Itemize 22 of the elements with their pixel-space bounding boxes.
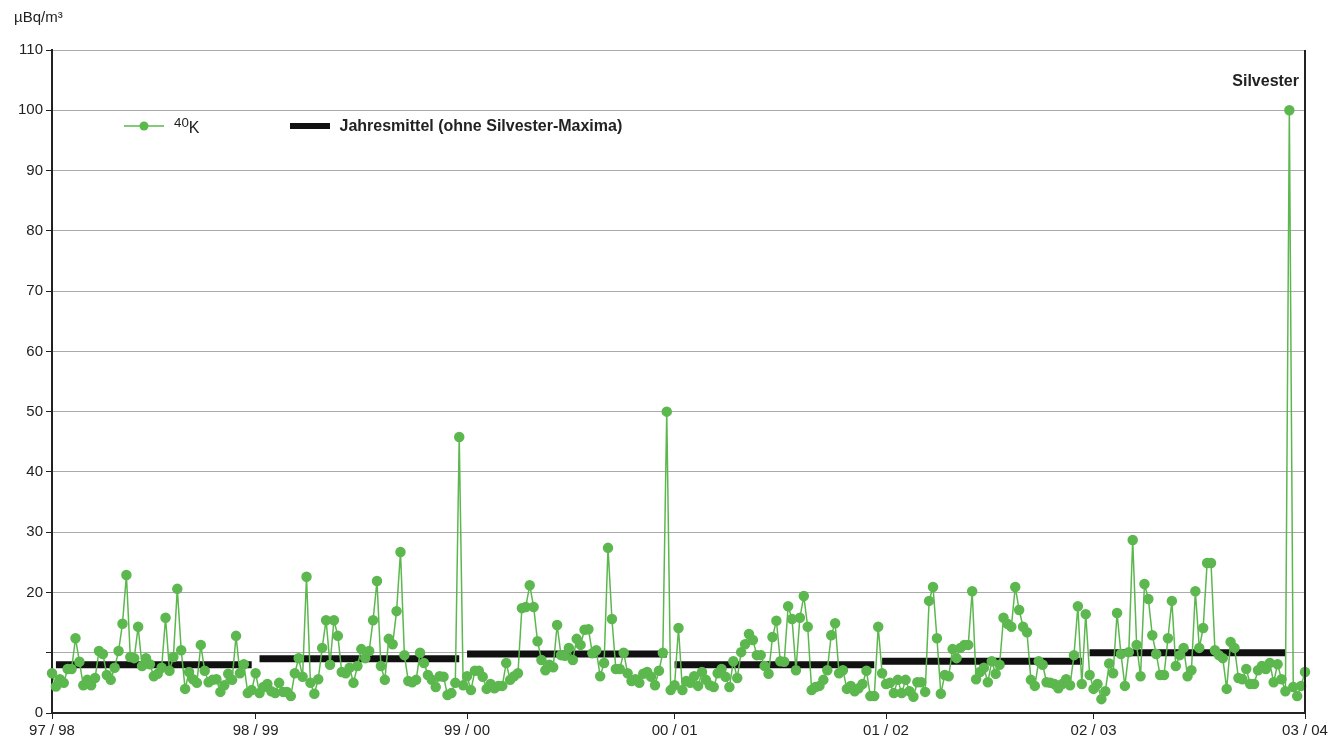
legend-label: $^{40}$K xyxy=(174,115,200,138)
y-tick-label: 60 xyxy=(26,341,43,359)
y-tick-label: 110 xyxy=(19,40,43,58)
x-tick-label: 98 / 99 xyxy=(232,721,279,739)
y-tick-label: 0 xyxy=(34,703,43,721)
y-tick-label: 40 xyxy=(26,462,43,480)
x-tick-label: 02 / 03 xyxy=(1070,721,1117,739)
annotation: Silvester xyxy=(1232,72,1299,89)
y-tick-label: 70 xyxy=(26,281,43,299)
y-tick-label: 20 xyxy=(26,582,43,600)
y-tick-label: 90 xyxy=(26,160,43,178)
y-tick-label: 80 xyxy=(26,220,43,238)
legend-label: Jahresmittel (ohne Silvester-Maxima) xyxy=(339,117,623,136)
x-tick-label: 01 / 02 xyxy=(863,721,909,739)
y-tick-label: 30 xyxy=(26,522,43,540)
y-tick-label: 100 xyxy=(17,100,43,118)
x-tick-label: 99 / 00 xyxy=(444,721,490,739)
x-tick-label: 03 / 04 xyxy=(1282,721,1328,739)
x-tick-label: 00 / 01 xyxy=(651,721,698,739)
y-tick-label: 50 xyxy=(26,401,43,419)
x-tick-label: 97 / 98 xyxy=(29,721,75,739)
y-axis-title: µBq/m³ xyxy=(14,8,63,25)
